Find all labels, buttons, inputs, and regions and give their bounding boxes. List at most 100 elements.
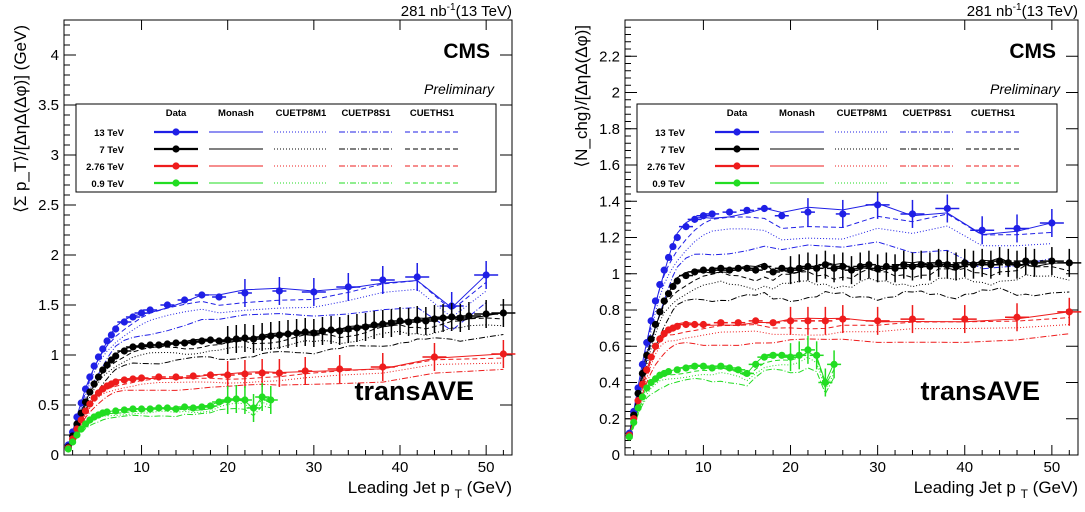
series-0-9-TeV bbox=[625, 335, 842, 441]
mc-curve bbox=[628, 241, 1053, 437]
y-tick-label: 2.5 bbox=[38, 197, 59, 214]
data-point bbox=[99, 366, 107, 374]
legend-row-label: 7 TeV bbox=[660, 145, 685, 156]
data-point bbox=[430, 353, 439, 361]
data-point bbox=[804, 317, 812, 325]
y-tick-label: 0.4 bbox=[599, 375, 620, 392]
data-point bbox=[908, 210, 917, 218]
data-point bbox=[499, 309, 507, 317]
data-point bbox=[660, 266, 668, 274]
x-tick-label: 10 bbox=[695, 459, 712, 476]
data-point bbox=[786, 317, 795, 325]
data-point bbox=[847, 266, 856, 274]
legend-box bbox=[636, 103, 1058, 193]
mc-curve bbox=[628, 356, 835, 439]
data-point bbox=[1065, 308, 1073, 316]
data-point bbox=[669, 282, 677, 291]
data-point bbox=[821, 378, 829, 387]
mc-curve bbox=[628, 287, 1070, 439]
data-point bbox=[656, 308, 664, 316]
x-tick-label: 20 bbox=[782, 459, 799, 476]
data-point bbox=[172, 339, 180, 347]
data-point bbox=[267, 332, 275, 340]
data-point bbox=[1030, 259, 1039, 267]
data-point bbox=[413, 273, 421, 281]
data-point bbox=[284, 330, 292, 338]
legend-row-label: 0.9 TeV bbox=[91, 179, 124, 190]
data-point bbox=[379, 276, 387, 284]
data-point bbox=[163, 340, 171, 348]
data-point bbox=[241, 289, 249, 297]
data-point bbox=[112, 352, 120, 360]
data-point bbox=[656, 335, 664, 343]
data-point bbox=[336, 365, 344, 373]
data-point bbox=[73, 431, 81, 439]
data-point bbox=[839, 315, 847, 323]
legend-column-header: CUETHS1 bbox=[971, 108, 1016, 119]
lumi-label: 281 nb-1(13 TeV) bbox=[401, 2, 512, 20]
data-point bbox=[647, 335, 655, 343]
legend-data-marker bbox=[172, 179, 180, 187]
data-point bbox=[137, 405, 146, 413]
data-point bbox=[163, 404, 171, 412]
data-point bbox=[90, 380, 98, 388]
data-point bbox=[258, 369, 266, 377]
y-tick-label: 2.2 bbox=[599, 48, 620, 65]
data-point bbox=[344, 325, 352, 333]
data-point bbox=[81, 407, 90, 415]
data-point bbox=[224, 371, 232, 379]
data-point bbox=[752, 317, 760, 325]
data-point bbox=[155, 404, 163, 412]
data-point bbox=[129, 313, 137, 321]
x-tick-label: 40 bbox=[956, 459, 973, 476]
data-point bbox=[206, 371, 215, 379]
x-tick-label: 50 bbox=[1044, 459, 1061, 476]
data-point bbox=[181, 339, 189, 347]
data-point bbox=[275, 369, 283, 377]
legend-box bbox=[75, 103, 497, 193]
mc-curve bbox=[628, 351, 835, 438]
y-tick-label: 1.2 bbox=[599, 230, 620, 247]
mc-curve bbox=[628, 367, 835, 440]
data-point bbox=[129, 405, 137, 413]
data-point bbox=[64, 445, 72, 453]
legend-column-header: Data bbox=[727, 108, 748, 119]
data-point bbox=[107, 331, 115, 339]
y-tick-label: 2 bbox=[612, 85, 620, 102]
data-point bbox=[413, 316, 421, 324]
data-point bbox=[874, 317, 882, 325]
data-point bbox=[86, 373, 94, 381]
mc-curve bbox=[67, 274, 487, 446]
y-tick-label: 0.5 bbox=[38, 397, 59, 414]
data-point bbox=[120, 318, 128, 326]
data-point bbox=[691, 320, 699, 329]
data-point bbox=[1013, 224, 1021, 233]
data-point bbox=[638, 393, 647, 401]
mc-curve bbox=[67, 396, 271, 450]
data-point bbox=[769, 268, 777, 276]
data-point bbox=[769, 319, 777, 327]
data-point bbox=[120, 406, 128, 414]
data-point bbox=[482, 271, 490, 279]
data-point bbox=[241, 396, 249, 404]
data-point bbox=[664, 253, 673, 262]
mc-curve bbox=[628, 257, 1070, 436]
data-point bbox=[839, 262, 847, 271]
legend-column-header: CUETHS1 bbox=[410, 108, 455, 119]
data-point bbox=[103, 408, 111, 416]
data-point bbox=[396, 317, 404, 325]
mc-curve bbox=[628, 225, 1052, 436]
y-tick-label: 1 bbox=[51, 347, 59, 364]
cms-label: CMS bbox=[1009, 40, 1056, 63]
data-point bbox=[241, 370, 249, 378]
legend-column-header: CUETP8S1 bbox=[902, 108, 952, 119]
data-point bbox=[804, 208, 812, 216]
data-point bbox=[353, 324, 361, 332]
mc-curve bbox=[67, 334, 504, 449]
preliminary-label: Preliminary bbox=[424, 81, 495, 97]
legend-data-marker bbox=[733, 179, 741, 187]
data-point bbox=[430, 315, 439, 323]
legend-column-header: CUETP8M1 bbox=[837, 108, 888, 119]
data-point bbox=[656, 281, 664, 289]
data-point bbox=[310, 288, 318, 296]
